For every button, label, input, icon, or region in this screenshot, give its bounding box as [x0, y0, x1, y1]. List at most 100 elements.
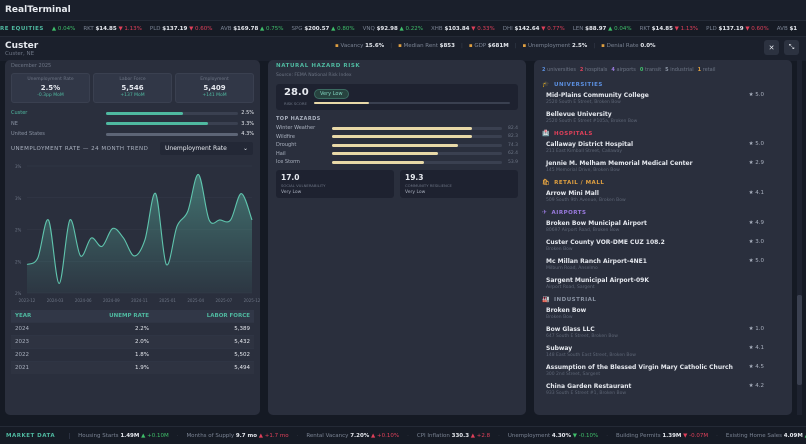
- place-item[interactable]: Arrow Mini Mall 509 South 9th Avenue, Bro…: [546, 190, 788, 203]
- sub-score-value: 19.3: [405, 173, 424, 182]
- ticker-item[interactable]: PLD $137.19 ▼ 0.60%: [706, 26, 769, 32]
- ticker-item[interactable]: XHB $103.84 ▼ 0.33%: [431, 26, 495, 32]
- place-address: 2520 South E Street, Broken Bow: [546, 100, 621, 105]
- count-number: 0: [639, 67, 644, 73]
- scrollbar[interactable]: [797, 60, 802, 415]
- metric-select[interactable]: Unemployment Rate ⌄: [160, 142, 253, 155]
- place-item[interactable]: China Garden Restaurant 933 South E Stree…: [546, 383, 788, 396]
- risk-score-bar: [314, 102, 369, 104]
- place-count[interactable]: 2 hospitals: [580, 67, 608, 73]
- header-metric: ▪ Median Rent $853 |: [398, 43, 463, 49]
- data-date: December 2025: [11, 63, 52, 69]
- table-cell: 2.0%: [58, 335, 153, 349]
- x-tick-label: 2024-06: [75, 298, 92, 303]
- ticker-item[interactable]: AVB $169.78 ▲ 0.75%: [221, 26, 284, 32]
- ticker-item[interactable]: VNQ $92.98 ▲ 0.22%: [363, 26, 423, 32]
- market-key: Unemployment: [507, 432, 551, 439]
- sub-score-card: 19.3 COMMUNITY RESILIENCE Very Low: [400, 170, 518, 198]
- ticker-item[interactable]: AVB $1: [777, 26, 797, 32]
- place-count[interactable]: 2 universities: [542, 67, 576, 73]
- place-name: Bellevue University: [546, 111, 612, 118]
- ticker-change: ▼ 0.60%: [745, 25, 769, 32]
- market-change: ▲ +0.07M: [805, 433, 806, 439]
- place-item[interactable]: Mc Millan Ranch Airport-4NE1 Milburn Road…: [546, 258, 788, 271]
- place-count[interactable]: 1 retail: [698, 67, 716, 73]
- place-item[interactable]: Bellevue University 2520 South E Street #…: [546, 111, 788, 124]
- ticker-symbol: XHB: [431, 25, 443, 32]
- place-count[interactable]: 5 industrial: [665, 67, 693, 73]
- ticker-lead-change: ▲ 0.04%: [51, 25, 76, 32]
- ticker-symbol: AVB: [220, 25, 232, 32]
- ticker-item[interactable]: DHI $142.64 ▼ 0.77%: [503, 26, 565, 32]
- metric-label: Denial Rate: [606, 43, 639, 49]
- stat-card: Unemployment Rate 2.5% -0.3pp MoM: [11, 73, 90, 103]
- ticker-symbol: VNQ: [362, 25, 375, 32]
- factory-icon: 🏭: [542, 296, 550, 303]
- comparison-bar: [106, 122, 208, 126]
- metric-value: 0.0%: [640, 43, 656, 49]
- unemployment-trend-chart: 2% 2% 2% 3% 3% 2023-12 2024-03 2024-06 2024-09 20…: [15, 164, 260, 303]
- comparison-row: Custer 2.5%: [11, 108, 254, 119]
- hazard-bar: [332, 152, 439, 156]
- comparison-value: 2.5%: [241, 110, 254, 117]
- market-change: ▲ +1.7 mo: [258, 432, 289, 439]
- close-button[interactable]: ✕: [764, 40, 779, 55]
- sub-score-card: 17.0 SOCIAL VULNERABILITY Very Low: [276, 170, 394, 198]
- place-item[interactable]: Subway 148 East South East Street, Broken…: [546, 345, 788, 358]
- category-name: INDUSTRIAL: [553, 296, 597, 303]
- place-item[interactable]: Broken Bow Municipal Airport 80697 Airpor…: [546, 220, 788, 233]
- y-tick-label: 2%: [15, 291, 22, 296]
- trend-area: [27, 174, 252, 293]
- comparison-value: 3.3%: [241, 120, 254, 127]
- ticker-symbol: DHI: [502, 25, 513, 32]
- ticker-item[interactable]: PLD $137.19 ▼ 0.60%: [150, 26, 213, 32]
- table-header: LABOR FORCE: [206, 313, 250, 319]
- stat-card: Employment 5,409 +141 MoM: [175, 73, 254, 103]
- place-item[interactable]: Callaway District Hospital 211 East Kimba…: [546, 141, 788, 154]
- ticker-item[interactable]: RKT $14.85 ▼ 1.13%: [640, 26, 699, 32]
- metric-select-value: Unemployment Rate: [165, 145, 227, 152]
- place-address: 80697 Airport Road, Broken Bow: [546, 228, 620, 233]
- hazard-value: 82.4: [507, 125, 518, 131]
- place-count[interactable]: 4 airports: [611, 67, 635, 73]
- place-item[interactable]: Broken Bow Broken Bow: [546, 307, 788, 320]
- ticker-price: $92.98: [376, 25, 398, 32]
- table-row: 2024 2.2% 5,389: [11, 322, 254, 336]
- risk-rating-badge: Very Low: [314, 89, 349, 99]
- place-item[interactable]: Bow Glass LLC 647 South E Street, Broken …: [546, 326, 788, 339]
- place-name: Arrow Mini Mall: [546, 190, 599, 197]
- hazard-bar: [332, 126, 473, 130]
- market-key: CPI Inflation: [416, 432, 450, 439]
- university-icon: 🎓: [542, 81, 550, 88]
- table-row: 2023 2.0% 5,432: [11, 335, 254, 349]
- ticker-item[interactable]: SPG $200.57 ▲ 0.80%: [292, 26, 355, 32]
- place-item[interactable]: Mid-Plains Community College 2520 South E…: [546, 92, 788, 105]
- shopping-icon: 🛍: [542, 179, 551, 186]
- ticker-item[interactable]: RKT $14.85 ▼ 1.13%: [83, 26, 142, 32]
- place-address: 933 South E Street #1, Broken Bow: [546, 391, 627, 396]
- hazard-value: 62.4: [507, 151, 518, 157]
- place-item[interactable]: Assumption of the Blessed Virgin Mary Ca…: [546, 364, 788, 377]
- comparison-name: Custer: [11, 110, 28, 117]
- divider: ·: [716, 432, 718, 439]
- ticker-change: ▲ 0.80%: [331, 25, 355, 32]
- place-item[interactable]: Custer County VOR-DME CUZ 108.2 Broken Bo…: [546, 239, 788, 252]
- ticker-item[interactable]: LEN $88.97 ▲ 0.04%: [573, 26, 632, 32]
- market-data-item: Unemployment 4.30% ▼ -0.10% ·: [508, 433, 608, 439]
- comparison-bar: [106, 111, 183, 115]
- y-tick-label: 2%: [15, 259, 22, 264]
- ticker-price: $14.85: [95, 25, 117, 32]
- place-address: 509 South 9th Avenue, Broken Bow: [546, 198, 626, 203]
- stat-delta: -0.3pp MoM: [37, 93, 64, 98]
- divider: |: [593, 43, 596, 49]
- hazard-bar: [332, 160, 424, 164]
- hazard-name: Hail: [276, 150, 286, 157]
- chart-icon: ▪: [468, 43, 473, 49]
- count-number: 1: [697, 67, 702, 73]
- place-item[interactable]: Sargent Municipal Airport-09K Airport Roa…: [546, 277, 788, 290]
- hazard-value: 74.3: [507, 142, 518, 148]
- collapse-button[interactable]: ⤡: [784, 40, 799, 55]
- place-count[interactable]: 0 transit: [640, 67, 661, 73]
- place-item[interactable]: Jennie M. Melham Memorial Medical Center…: [546, 160, 788, 173]
- market-key: Housing Starts: [78, 432, 119, 439]
